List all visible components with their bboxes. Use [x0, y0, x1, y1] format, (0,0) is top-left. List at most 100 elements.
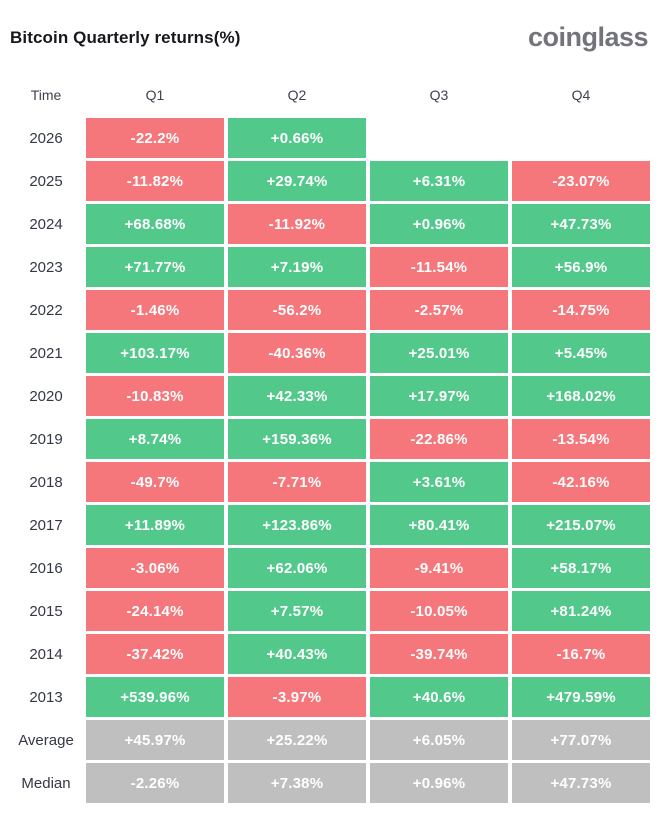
cell-2013-q4: +479.59% — [512, 677, 650, 717]
row-label-2015: 2015 — [29, 602, 63, 620]
cell-2013-q2: -3.97% — [228, 677, 366, 717]
table-body: 2026 -22.2% +0.66% 2025 -11.82% +29.74% +6.31%… — [10, 118, 650, 803]
row-label-2021: 2021 — [29, 344, 63, 362]
cell-2016-q2: +62.06% — [228, 548, 366, 588]
table-row-2024: 2024 +68.68% -11.92% +0.96% +47.73% — [10, 204, 650, 244]
cell-average-q2: +25.22% — [228, 720, 366, 760]
cell-2017-q2: +123.86% — [228, 505, 366, 545]
cell-2019-q2: +159.36% — [228, 419, 366, 459]
cell-2014-q2: +40.43% — [228, 634, 366, 674]
cell-2016-q1: -3.06% — [86, 548, 224, 588]
cell-2025-q4: -23.07% — [512, 161, 650, 201]
row-label-2026: 2026 — [29, 129, 63, 147]
cell-2019-q3: -22.86% — [370, 419, 508, 459]
column-header-q2: Q2 — [287, 87, 307, 103]
cell-2025-q2: +29.74% — [228, 161, 366, 201]
cell-median-q4: +47.73% — [512, 763, 650, 803]
cell-2015-q1: -24.14% — [86, 591, 224, 631]
row-label-2014: 2014 — [29, 645, 63, 663]
cell-2025-q1: -11.82% — [86, 161, 224, 201]
cell-2022-q3: -2.57% — [370, 290, 508, 330]
table-row-2018: 2018 -49.7% -7.71% +3.61% -42.16% — [10, 462, 650, 502]
page-title: Bitcoin Quarterly returns(%) — [10, 27, 241, 47]
table-row-2021: 2021 +103.17% -40.36% +25.01% +5.45% — [10, 333, 650, 373]
row-label-median: Median — [21, 774, 71, 792]
returns-table: Time Q1 Q2 Q3 Q4 2026 -22.2% +0.66% 2025 -11.82%… — [10, 87, 650, 803]
table-row-2017: 2017 +11.89% +123.86% +80.41% +215.07% — [10, 505, 650, 545]
cell-average-q1: +45.97% — [86, 720, 224, 760]
table-row-2019: 2019 +8.74% +159.36% -22.86% -13.54% — [10, 419, 650, 459]
table-row-2025: 2025 -11.82% +29.74% +6.31% -23.07% — [10, 161, 650, 201]
table-row-median: Median -2.26% +7.38% +0.96% +47.73% — [10, 763, 650, 803]
cell-2021-q4: +5.45% — [512, 333, 650, 373]
row-label-2017: 2017 — [29, 516, 63, 534]
row-label-2016: 2016 — [29, 559, 63, 577]
cell-2015-q3: -10.05% — [370, 591, 508, 631]
cell-2019-q4: -13.54% — [512, 419, 650, 459]
cell-average-q3: +6.05% — [370, 720, 508, 760]
header: Bitcoin Quarterly returns(%) coinglass — [0, 0, 662, 51]
cell-2024-q3: +0.96% — [370, 204, 508, 244]
table-row-2014: 2014 -37.42% +40.43% -39.74% -16.7% — [10, 634, 650, 674]
column-header-q1: Q1 — [145, 87, 165, 103]
cell-2021-q3: +25.01% — [370, 333, 508, 373]
row-label-2022: 2022 — [29, 301, 63, 319]
row-label-2013: 2013 — [29, 688, 63, 706]
cell-2023-q1: +71.77% — [86, 247, 224, 287]
cell-2020-q4: +168.02% — [512, 376, 650, 416]
cell-2023-q4: +56.9% — [512, 247, 650, 287]
column-header-q4: Q4 — [571, 87, 591, 103]
row-label-2019: 2019 — [29, 430, 63, 448]
cell-2017-q3: +80.41% — [370, 505, 508, 545]
cell-2022-q4: -14.75% — [512, 290, 650, 330]
table-row-2016: 2016 -3.06% +62.06% -9.41% +58.17% — [10, 548, 650, 588]
row-label-2025: 2025 — [29, 172, 63, 190]
cell-2014-q3: -39.74% — [370, 634, 508, 674]
cell-2018-q4: -42.16% — [512, 462, 650, 502]
cell-average-q4: +77.07% — [512, 720, 650, 760]
cell-2026-q3-empty — [370, 118, 508, 158]
cell-median-q3: +0.96% — [370, 763, 508, 803]
cell-2020-q1: -10.83% — [86, 376, 224, 416]
cell-2017-q4: +215.07% — [512, 505, 650, 545]
row-label-2023: 2023 — [29, 258, 63, 276]
cell-2016-q3: -9.41% — [370, 548, 508, 588]
cell-2021-q2: -40.36% — [228, 333, 366, 373]
cell-2026-q4-empty — [512, 118, 650, 158]
cell-2024-q4: +47.73% — [512, 204, 650, 244]
cell-2026-q1: -22.2% — [86, 118, 224, 158]
cell-2014-q1: -37.42% — [86, 634, 224, 674]
table-row-2026: 2026 -22.2% +0.66% — [10, 118, 650, 158]
cell-2017-q1: +11.89% — [86, 505, 224, 545]
table-row-2013: 2013 +539.96% -3.97% +40.6% +479.59% — [10, 677, 650, 717]
cell-2023-q3: -11.54% — [370, 247, 508, 287]
row-label-average: Average — [18, 731, 74, 749]
coinglass-logo: coinglass — [527, 22, 649, 52]
column-header-q3: Q3 — [429, 87, 449, 103]
table-row-2022: 2022 -1.46% -56.2% -2.57% -14.75% — [10, 290, 650, 330]
cell-2018-q1: -49.7% — [86, 462, 224, 502]
table-row-2023: 2023 +71.77% +7.19% -11.54% +56.9% — [10, 247, 650, 287]
cell-2015-q4: +81.24% — [512, 591, 650, 631]
cell-2022-q2: -56.2% — [228, 290, 366, 330]
cell-2013-q3: +40.6% — [370, 677, 508, 717]
cell-2023-q2: +7.19% — [228, 247, 366, 287]
table-row-2020: 2020 -10.83% +42.33% +17.97% +168.02% — [10, 376, 650, 416]
cell-2025-q3: +6.31% — [370, 161, 508, 201]
table-row-average: Average +45.97% +25.22% +6.05% +77.07% — [10, 720, 650, 760]
cell-2020-q3: +17.97% — [370, 376, 508, 416]
cell-2018-q3: +3.61% — [370, 462, 508, 502]
cell-2026-q2: +0.66% — [228, 118, 366, 158]
cell-median-q1: -2.26% — [86, 763, 224, 803]
cell-2021-q1: +103.17% — [86, 333, 224, 373]
cell-2015-q2: +7.57% — [228, 591, 366, 631]
row-label-2018: 2018 — [29, 473, 63, 491]
column-header-time: Time — [30, 87, 62, 103]
table-row-2015: 2015 -24.14% +7.57% -10.05% +81.24% — [10, 591, 650, 631]
cell-median-q2: +7.38% — [228, 763, 366, 803]
cell-2022-q1: -1.46% — [86, 290, 224, 330]
cell-2024-q2: -11.92% — [228, 204, 366, 244]
cell-2020-q2: +42.33% — [228, 376, 366, 416]
row-label-2020: 2020 — [29, 387, 63, 405]
